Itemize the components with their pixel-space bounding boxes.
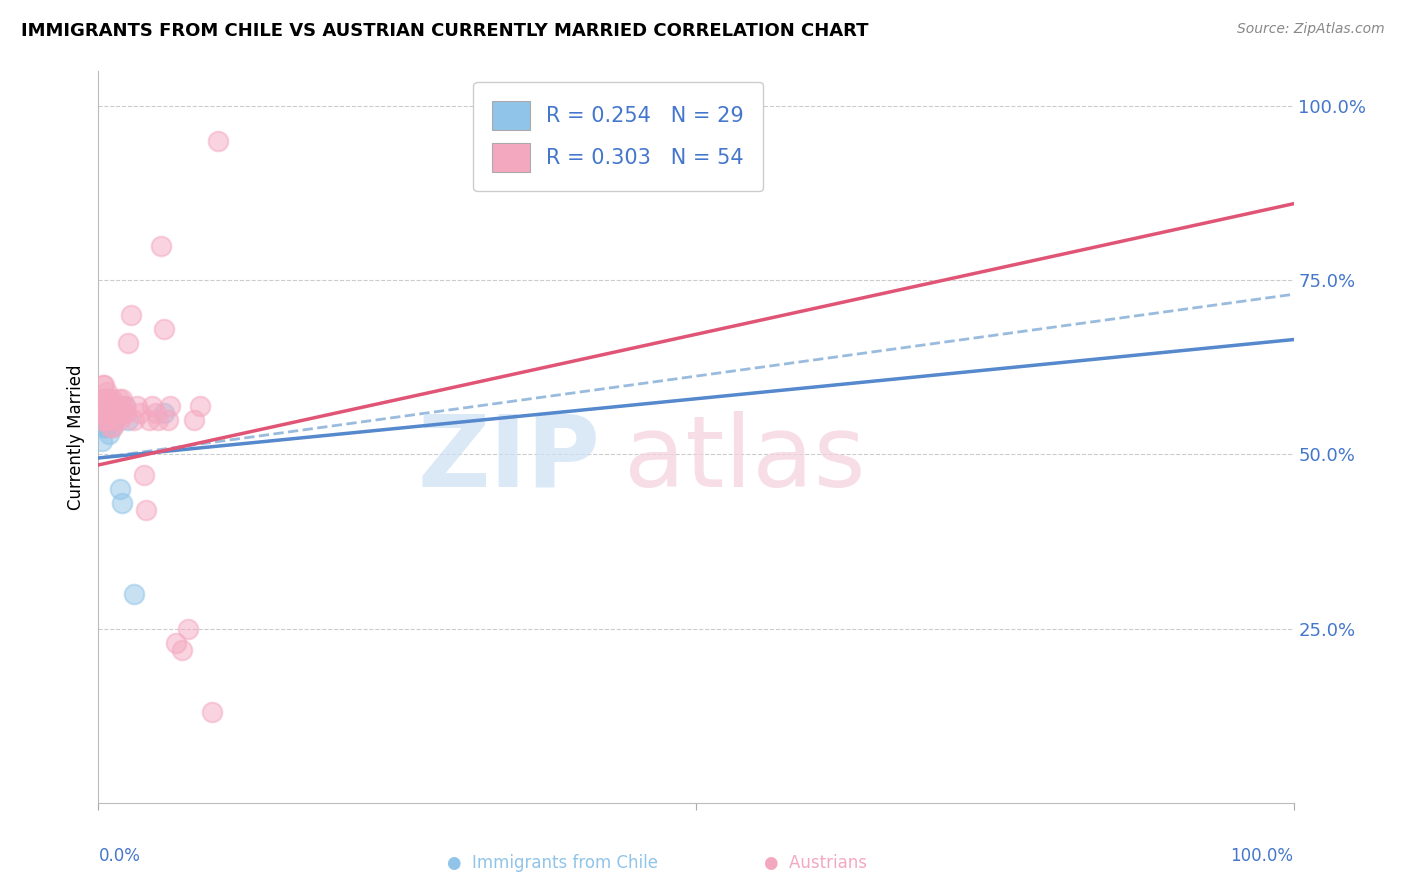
Point bbox=[96, 419, 118, 434]
Point bbox=[107, 392, 129, 406]
Point bbox=[125, 399, 148, 413]
Point bbox=[91, 377, 114, 392]
Point bbox=[105, 412, 128, 426]
Point bbox=[120, 308, 142, 322]
Text: 0.0%: 0.0% bbox=[98, 847, 141, 864]
Point bbox=[165, 635, 187, 649]
Point bbox=[129, 406, 152, 420]
Point bbox=[177, 622, 200, 636]
Point bbox=[100, 419, 122, 434]
Point bbox=[108, 483, 131, 497]
Point bbox=[98, 412, 121, 426]
Legend: R = 0.254   N = 29, R = 0.303   N = 54: R = 0.254 N = 29, R = 0.303 N = 54 bbox=[474, 82, 763, 191]
Point bbox=[93, 377, 115, 392]
Point bbox=[207, 134, 229, 148]
Text: Source: ZipAtlas.com: Source: ZipAtlas.com bbox=[1237, 22, 1385, 37]
Point bbox=[93, 406, 115, 420]
Point bbox=[148, 412, 170, 426]
Text: IMMIGRANTS FROM CHILE VS AUSTRIAN CURRENTLY MARRIED CORRELATION CHART: IMMIGRANTS FROM CHILE VS AUSTRIAN CURREN… bbox=[21, 22, 869, 40]
Point bbox=[93, 419, 115, 434]
Point bbox=[98, 412, 122, 426]
Point bbox=[138, 412, 160, 426]
Point bbox=[100, 392, 122, 406]
Point bbox=[90, 406, 112, 420]
Point bbox=[98, 426, 121, 441]
Point bbox=[153, 322, 176, 336]
Point bbox=[93, 412, 115, 426]
Text: ZIP: ZIP bbox=[418, 410, 600, 508]
Point bbox=[91, 406, 114, 420]
Point bbox=[96, 406, 118, 420]
Point bbox=[156, 412, 179, 426]
Point bbox=[103, 406, 125, 420]
Point bbox=[108, 412, 131, 426]
Point bbox=[94, 412, 117, 426]
Point bbox=[153, 406, 176, 420]
Point bbox=[97, 399, 120, 413]
Point bbox=[111, 392, 134, 406]
Point bbox=[172, 642, 194, 657]
Point bbox=[117, 336, 139, 351]
Point bbox=[100, 406, 122, 420]
Text: ●  Austrians: ● Austrians bbox=[763, 854, 868, 872]
Text: 100.0%: 100.0% bbox=[1230, 847, 1294, 864]
Point bbox=[103, 412, 125, 426]
Point bbox=[101, 419, 124, 434]
Point bbox=[91, 392, 114, 406]
Point bbox=[98, 406, 121, 420]
Point bbox=[93, 399, 115, 413]
Point bbox=[97, 399, 120, 413]
Point bbox=[101, 412, 124, 426]
Point bbox=[107, 406, 129, 420]
Point bbox=[183, 412, 205, 426]
Point bbox=[145, 406, 167, 420]
Point bbox=[94, 392, 117, 406]
Point bbox=[111, 496, 134, 510]
Point bbox=[98, 399, 122, 413]
Point bbox=[105, 406, 128, 420]
Point bbox=[91, 392, 114, 406]
Point bbox=[94, 419, 117, 434]
Point bbox=[124, 412, 146, 426]
Point bbox=[105, 399, 128, 413]
Point bbox=[114, 399, 136, 413]
Point bbox=[188, 399, 211, 413]
Point bbox=[94, 399, 117, 413]
Point bbox=[94, 406, 117, 420]
Point bbox=[107, 406, 129, 420]
Point bbox=[91, 434, 114, 448]
Point bbox=[96, 384, 118, 399]
Point bbox=[115, 406, 138, 420]
Point bbox=[124, 587, 146, 601]
Point bbox=[159, 399, 181, 413]
Point bbox=[149, 238, 172, 252]
Point bbox=[98, 392, 121, 406]
Point bbox=[90, 406, 112, 420]
Point bbox=[201, 705, 224, 719]
Point bbox=[114, 399, 136, 413]
Point bbox=[98, 406, 122, 420]
Point bbox=[98, 419, 122, 434]
Point bbox=[97, 406, 120, 420]
Point bbox=[104, 399, 127, 413]
Text: atlas: atlas bbox=[624, 410, 866, 508]
Point bbox=[111, 406, 134, 420]
Point bbox=[132, 468, 155, 483]
Point bbox=[97, 412, 120, 426]
Y-axis label: Currently Married: Currently Married bbox=[66, 364, 84, 510]
Point bbox=[141, 399, 163, 413]
Point bbox=[91, 412, 114, 426]
Point bbox=[93, 392, 115, 406]
Point bbox=[117, 412, 139, 426]
Point bbox=[110, 399, 132, 413]
Text: ●  Immigrants from Chile: ● Immigrants from Chile bbox=[447, 854, 658, 872]
Point bbox=[96, 399, 118, 413]
Point bbox=[135, 503, 157, 517]
